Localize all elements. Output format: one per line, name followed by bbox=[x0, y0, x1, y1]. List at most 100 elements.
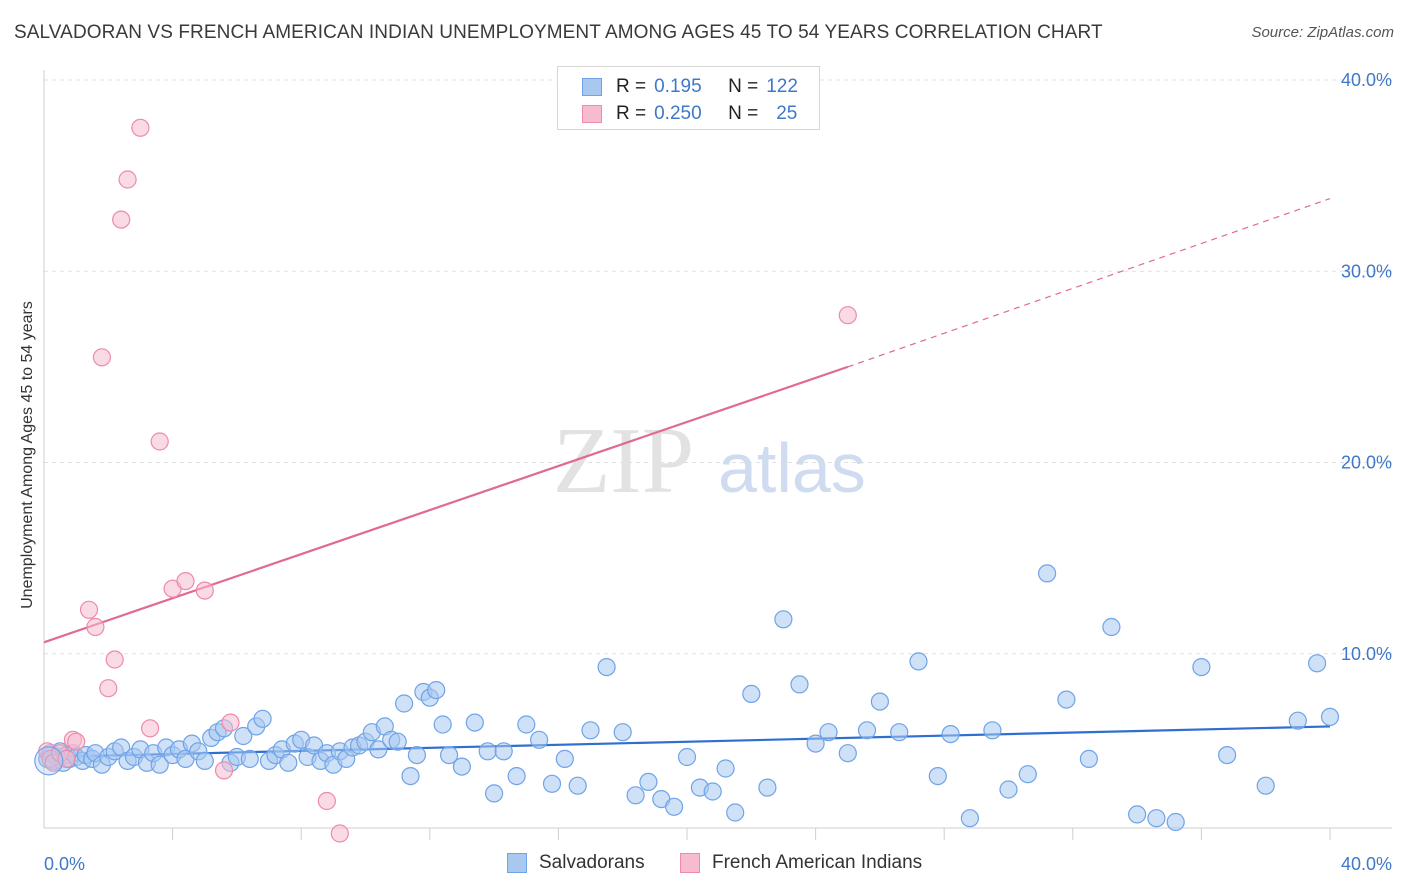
data-point bbox=[330, 824, 349, 843]
data-point bbox=[427, 680, 446, 700]
data-point bbox=[485, 784, 504, 803]
trend-lines bbox=[43, 198, 1331, 759]
x-tick-labels: 0.0% 40.0% bbox=[44, 854, 1392, 874]
legend-r-label: R = bbox=[616, 103, 647, 124]
data-point bbox=[118, 170, 137, 189]
data-point bbox=[983, 721, 1002, 740]
series-legend-item-salvadorans[interactable]: Salvadorans bbox=[507, 852, 645, 874]
data-point bbox=[857, 721, 877, 740]
legend-r-label: R = bbox=[616, 76, 647, 97]
data-point bbox=[806, 734, 825, 753]
data-point bbox=[494, 742, 513, 761]
data-point bbox=[819, 723, 838, 742]
data-point bbox=[999, 780, 1018, 799]
data-point bbox=[716, 759, 735, 778]
legend-n-label: N = bbox=[728, 103, 759, 124]
series-legend-item-french-american-indians[interactable]: French American Indians bbox=[680, 852, 922, 874]
data-point bbox=[507, 766, 526, 786]
series-swatch-pink bbox=[680, 853, 700, 873]
data-point bbox=[1288, 711, 1307, 730]
data-point bbox=[112, 210, 131, 229]
legend-n-value: 25 bbox=[776, 103, 798, 124]
data-point bbox=[639, 772, 658, 792]
data-point bbox=[401, 766, 420, 786]
data-point bbox=[890, 723, 909, 742]
legend-swatch-blue bbox=[582, 78, 602, 96]
data-point bbox=[1192, 657, 1211, 677]
x-tick-label-min: 0.0% bbox=[44, 854, 85, 874]
data-point bbox=[1102, 617, 1121, 637]
y-tick-label: 20.0% bbox=[1341, 453, 1392, 473]
data-point bbox=[388, 732, 407, 751]
y-tick-label: 30.0% bbox=[1341, 261, 1392, 281]
data-point bbox=[150, 432, 169, 451]
data-point bbox=[1127, 805, 1147, 824]
data-point bbox=[597, 657, 616, 677]
legend-row-salvadorans: R = 0.195 N = 122 bbox=[582, 74, 798, 100]
data-point bbox=[92, 348, 112, 367]
data-point bbox=[79, 600, 99, 619]
data-point bbox=[758, 778, 777, 797]
data-point bbox=[86, 617, 105, 637]
data-point bbox=[1256, 776, 1275, 795]
data-point bbox=[67, 732, 86, 751]
data-point bbox=[664, 797, 684, 816]
data-point bbox=[626, 786, 645, 805]
data-point bbox=[195, 751, 214, 771]
axes bbox=[43, 70, 1392, 840]
data-point bbox=[581, 721, 600, 740]
data-point bbox=[941, 724, 960, 744]
data-point bbox=[465, 713, 484, 732]
chart-title: SALVADORAN VS FRENCH AMERICAN INDIAN UNE… bbox=[14, 22, 1103, 43]
data-point bbox=[369, 740, 388, 759]
data-point bbox=[960, 809, 980, 828]
data-point bbox=[478, 742, 497, 761]
data-point bbox=[253, 709, 272, 728]
data-point bbox=[317, 791, 336, 811]
data-point bbox=[677, 747, 697, 767]
data-point bbox=[433, 715, 452, 734]
trend-line-extension bbox=[847, 198, 1331, 368]
stats-legend: R = 0.195 N = 122 R = 0.250 N = 25 bbox=[557, 66, 820, 130]
data-point bbox=[870, 692, 890, 711]
x-tick-label-max: 40.0% bbox=[1341, 854, 1392, 874]
series-swatch-blue bbox=[507, 853, 527, 873]
data-point bbox=[105, 650, 124, 669]
data-point bbox=[440, 745, 459, 765]
data-point bbox=[452, 757, 471, 776]
data-point bbox=[1037, 564, 1057, 583]
gridlines bbox=[44, 79, 1392, 655]
watermark-zip: ZIP bbox=[553, 409, 694, 513]
series-legend-label: Salvadorans bbox=[539, 852, 645, 873]
data-points bbox=[34, 118, 1340, 843]
legend-n-value: 122 bbox=[766, 76, 798, 97]
data-point bbox=[726, 803, 745, 822]
data-point bbox=[613, 723, 632, 742]
data-point bbox=[407, 745, 426, 765]
data-point bbox=[1320, 707, 1340, 727]
y-tick-label: 40.0% bbox=[1341, 70, 1392, 90]
data-point bbox=[928, 766, 947, 786]
data-point bbox=[279, 753, 298, 772]
data-point bbox=[555, 749, 574, 769]
series-legend: Salvadorans French American Indians bbox=[0, 852, 1406, 876]
data-point bbox=[774, 610, 793, 629]
data-point bbox=[790, 675, 809, 694]
data-point bbox=[1057, 690, 1076, 709]
data-point bbox=[131, 118, 150, 137]
data-point bbox=[99, 679, 118, 698]
data-point bbox=[517, 715, 536, 734]
data-point bbox=[568, 776, 587, 795]
trend-line-french-american-indians bbox=[43, 365, 849, 644]
data-point bbox=[1147, 809, 1166, 828]
data-point bbox=[395, 694, 414, 713]
legend-n-label: N = bbox=[728, 76, 759, 97]
data-point bbox=[742, 684, 761, 704]
series-legend-label: French American Indians bbox=[712, 852, 923, 873]
data-point bbox=[214, 761, 234, 780]
watermark-atlas: atlas bbox=[718, 429, 866, 507]
data-point bbox=[529, 730, 549, 749]
data-point bbox=[1307, 654, 1327, 673]
data-point bbox=[176, 571, 195, 591]
